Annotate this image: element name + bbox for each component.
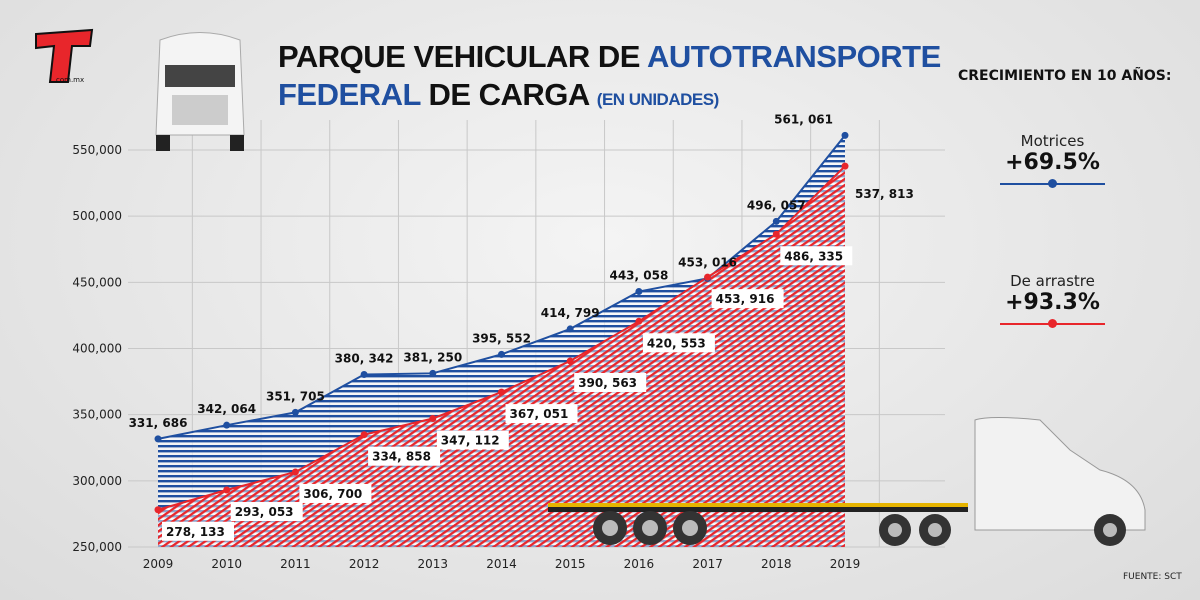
legend-name: Motrices — [1020, 132, 1085, 150]
data-point — [360, 431, 368, 439]
truck-illustration — [548, 417, 1146, 546]
x-tick-label: 2013 — [418, 557, 449, 571]
x-tick-label: 2012 — [349, 557, 380, 571]
front-truck-illustration — [155, 32, 245, 151]
source-note: FUENTE: SCT — [1123, 572, 1182, 582]
y-tick-label: 300,000 — [72, 474, 122, 488]
x-tick-label: 2019 — [830, 557, 861, 571]
legend-value: +93.3% — [1005, 290, 1100, 315]
title-text-blue: AUTOTRANSPORTE — [646, 39, 941, 74]
data-label-bg — [162, 521, 234, 541]
data-label: 342, 064 — [197, 402, 256, 416]
data-label: 380, 342 — [335, 352, 394, 366]
data-label: 351, 705 — [266, 389, 325, 403]
x-tick-label: 2015 — [555, 557, 586, 571]
data-label: 486, 335 — [784, 249, 843, 263]
data-point — [841, 162, 849, 170]
data-point — [635, 317, 643, 325]
data-label: 443, 058 — [609, 269, 668, 283]
legend-line — [1000, 319, 1105, 328]
y-tick-label: 500,000 — [72, 209, 122, 223]
area-arrastre — [158, 166, 845, 548]
legend-arrastre: De arrastre +93.3% — [1000, 272, 1105, 328]
data-point — [360, 371, 368, 379]
data-label-bg — [368, 446, 441, 466]
data-label: 453, 916 — [716, 292, 775, 306]
title-unit: (EN UNIDADES) — [596, 90, 719, 109]
x-tick-label: 2017 — [692, 557, 723, 571]
data-point — [154, 435, 162, 443]
x-tick-label: 2016 — [624, 557, 655, 571]
data-label: 453, 016 — [678, 255, 737, 269]
legend-line — [1000, 179, 1105, 188]
data-point — [772, 217, 780, 225]
x-tick-label: 2014 — [486, 557, 517, 571]
tyt-logo: com.mx — [32, 28, 98, 86]
y-tick-label: 400,000 — [72, 342, 122, 356]
x-tick-label: 2010 — [211, 557, 242, 571]
growth-title: CRECIMIENTO EN 10 AÑOS: — [958, 68, 1172, 84]
y-tick-label: 550,000 — [72, 143, 122, 157]
data-label-bg — [299, 483, 372, 503]
data-point — [566, 357, 574, 365]
data-label-bg — [574, 372, 647, 392]
data-label: 293, 053 — [235, 505, 294, 519]
data-label: 537, 813 — [855, 187, 914, 201]
data-label: 561, 061 — [774, 112, 833, 126]
data-label-bg — [642, 333, 715, 353]
y-tick-label: 250,000 — [72, 540, 122, 554]
data-label-bg — [711, 289, 784, 309]
data-point — [566, 325, 574, 333]
title-text: PARQUE VEHICULAR DE — [278, 39, 640, 74]
data-label-bg — [780, 246, 853, 266]
data-label: 420, 553 — [647, 336, 706, 350]
data-point — [772, 230, 780, 238]
legend-motrices: Motrices +69.5% — [1000, 132, 1105, 188]
data-point — [704, 273, 712, 281]
data-point — [291, 468, 299, 476]
data-point — [498, 388, 505, 396]
data-point — [635, 288, 643, 296]
x-tick-label: 2011 — [280, 557, 311, 571]
svg-text:com.mx: com.mx — [56, 76, 84, 84]
legend-value: +69.5% — [1005, 150, 1100, 175]
x-tick-label: 2018 — [761, 557, 792, 571]
data-label-bg — [505, 404, 578, 424]
data-label: 390, 563 — [578, 376, 637, 390]
data-label: 347, 112 — [441, 433, 500, 447]
data-label: 367, 051 — [510, 407, 569, 421]
legend-name: De arrastre — [1010, 272, 1095, 290]
page-title: PARQUE VEHICULAR DE AUTOTRANSPORTE FEDER… — [278, 38, 941, 119]
y-tick-label: 450,000 — [72, 275, 122, 289]
data-point — [498, 350, 505, 358]
data-point — [223, 421, 231, 429]
data-label-bg — [230, 502, 303, 522]
data-label: 395, 552 — [472, 331, 531, 345]
data-label: 414, 799 — [541, 306, 600, 320]
data-point — [429, 414, 437, 422]
data-label: 381, 250 — [403, 350, 462, 364]
data-label: 334, 858 — [372, 450, 431, 464]
data-label: 306, 700 — [303, 487, 362, 501]
data-point — [223, 486, 231, 494]
data-point — [429, 369, 437, 377]
data-point — [154, 506, 162, 514]
y-tick-label: 350,000 — [72, 408, 122, 422]
data-label-bg — [436, 430, 509, 450]
data-point — [291, 408, 299, 416]
data-label: 278, 133 — [166, 525, 225, 539]
title-text-blue: FEDERAL — [278, 77, 421, 112]
title-text: DE CARGA — [428, 77, 589, 112]
data-label: 331, 686 — [129, 416, 188, 430]
data-point — [841, 131, 849, 139]
data-label: 496, 057 — [747, 198, 806, 212]
x-tick-label: 2009 — [143, 557, 174, 571]
